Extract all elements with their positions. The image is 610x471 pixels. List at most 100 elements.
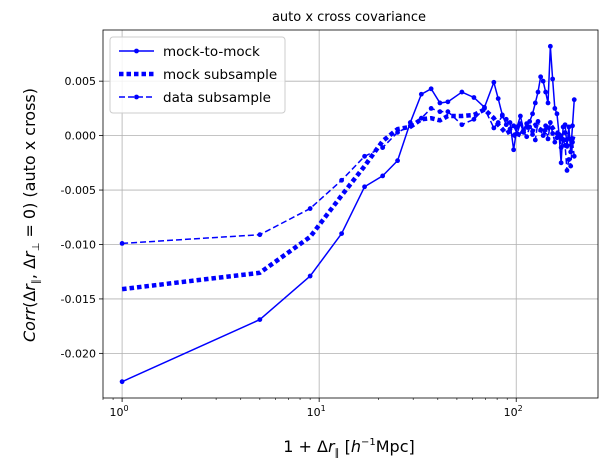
data-point: [491, 125, 497, 131]
data-point: [362, 184, 367, 190]
data-point: [119, 240, 125, 246]
x-tick-label: 100: [110, 404, 129, 419]
axes: 100 101 102 -0.020 -0.015 -0.010 -0.005 0.000 0.…: [61, 29, 599, 419]
legend-marker: [134, 48, 139, 54]
data-point: [540, 133, 546, 139]
data-point: [550, 131, 556, 136]
data-point: [499, 113, 505, 119]
data-point: [459, 89, 465, 95]
data-point: [571, 153, 577, 159]
data-point: [568, 163, 574, 169]
y-tick-label: 0.005: [65, 75, 97, 88]
data-point: [570, 123, 575, 129]
data-point: [307, 273, 313, 279]
data-point: [524, 134, 530, 140]
plot-frame: [102, 29, 599, 399]
data-point: [339, 231, 345, 236]
x-tick-label: 102: [504, 404, 523, 419]
data-point: [491, 79, 497, 85]
data-point: [521, 129, 526, 135]
data-point: [527, 124, 533, 130]
data-point: [437, 100, 443, 106]
data-point: [556, 132, 562, 137]
data-point: [380, 145, 386, 150]
data-point: [527, 119, 533, 124]
data-point: [535, 89, 541, 95]
y-tick-label: -0.005: [61, 184, 96, 197]
data-point: [547, 120, 553, 125]
data-point: [514, 131, 520, 136]
data-point: [564, 168, 570, 173]
data-point: [418, 91, 424, 97]
data-point: [428, 86, 434, 92]
data-point: [535, 119, 541, 124]
data-point: [566, 124, 572, 130]
data-point: [566, 157, 572, 162]
data-point: [545, 100, 551, 106]
data-point: [570, 139, 575, 145]
data-point: [495, 96, 501, 101]
data-point: [547, 43, 553, 49]
y-tick-label: 0.000: [65, 130, 97, 143]
y-tick-label: -0.010: [61, 238, 96, 251]
data-point: [445, 109, 451, 115]
legend: mock-to-mock mock subsample data subsample: [109, 36, 286, 114]
data-point: [507, 126, 513, 132]
data-point: [571, 97, 577, 103]
data-point: [507, 120, 513, 125]
series-line: [122, 107, 575, 245]
x-axis-label: 1 + Δr∥ [h−1Mpc]: [283, 437, 415, 459]
data-point: [362, 153, 367, 159]
data-point: [538, 74, 544, 80]
data-point: [395, 129, 400, 135]
data-point: [307, 206, 313, 211]
data-point: [562, 143, 568, 148]
data-point: [532, 137, 538, 143]
legend-marker: [134, 94, 139, 100]
data-point: [482, 105, 487, 111]
data-point: [445, 99, 451, 105]
y-tick-label: -0.020: [61, 347, 96, 360]
data-point: [545, 136, 551, 142]
y-axis-label: Corr(Δr∥, Δr⊥ = 0) (auto x cross): [20, 88, 42, 342]
data-point: [395, 158, 400, 164]
data-point: [471, 116, 477, 122]
series-2: [119, 105, 577, 246]
data-point: [540, 78, 546, 84]
data-point: [543, 89, 549, 95]
chart-title: auto x cross covariance: [272, 10, 426, 25]
data-point: [471, 95, 477, 100]
data-point: [407, 123, 413, 129]
x-tick-label: 101: [307, 404, 326, 419]
data-point: [558, 160, 564, 166]
legend-label: mock-to-mock: [163, 44, 260, 60]
data-point: [511, 123, 517, 129]
data-point: [511, 147, 517, 153]
data-point: [543, 123, 549, 129]
data-point: [503, 116, 509, 122]
data-point: [119, 379, 125, 385]
series-layer: [119, 43, 577, 385]
data-point: [418, 115, 424, 121]
data-point: [530, 111, 535, 117]
data-point: [554, 111, 560, 117]
data-point: [562, 122, 568, 128]
data-point: [552, 105, 558, 111]
data-point: [538, 127, 544, 133]
data-point: [532, 100, 538, 106]
legend-box: [109, 36, 286, 114]
data-point: [339, 177, 345, 183]
data-point: [550, 76, 556, 82]
data-point: [558, 145, 564, 150]
data-point: [380, 173, 386, 179]
data-point: [437, 109, 443, 115]
data-point: [530, 132, 535, 137]
data-point: [257, 232, 263, 238]
y-tick-label: -0.015: [61, 293, 96, 306]
legend-label: data subsample: [163, 90, 271, 106]
data-point: [517, 113, 523, 119]
data-point: [257, 317, 263, 323]
